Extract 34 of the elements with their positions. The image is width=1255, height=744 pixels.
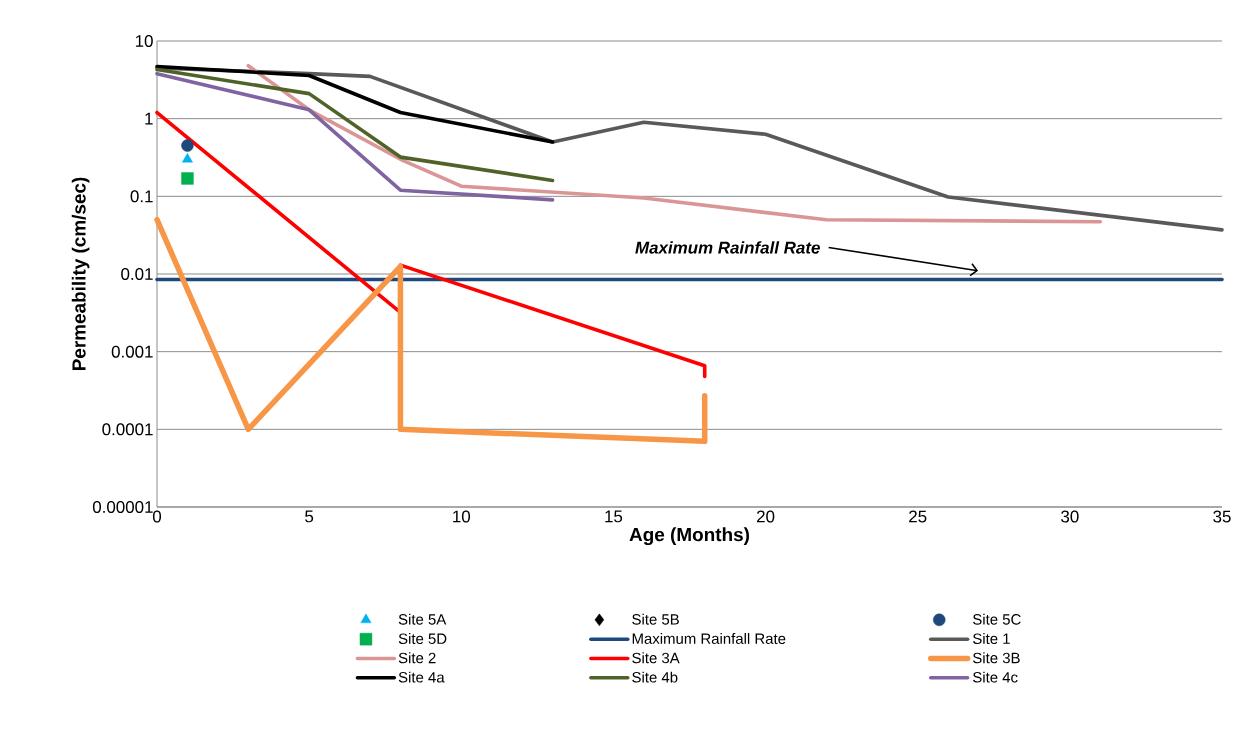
x-tick-label: 15	[605, 510, 623, 523]
y-tick-label: 0.001	[111, 345, 153, 358]
x-tick-label: 30	[1061, 510, 1079, 523]
x-tick-label: 5	[305, 510, 314, 523]
x-tick-label: 20	[757, 510, 775, 523]
legend-label: Site 5A	[398, 613, 447, 625]
legend-label: Site 3B	[973, 652, 1020, 664]
x-tick-label: 10	[453, 510, 471, 523]
legend-label: Site 5C	[973, 613, 1021, 625]
legend-label: Site 4b	[632, 671, 678, 683]
y-tick-label: 0.1	[130, 190, 153, 203]
legend-label: Site 3A	[632, 652, 680, 664]
line-series	[155, 67, 555, 183]
x-tick-label: 35	[1213, 510, 1231, 523]
legend-label: Site 5B	[632, 613, 679, 625]
x-tick-label: 0	[152, 510, 162, 523]
line-series	[246, 63, 1103, 224]
line-series	[155, 71, 555, 202]
legend-label: Site 1	[973, 633, 1010, 644]
y-tick-label: 0.01	[121, 268, 153, 280]
legend-label: Maximum Rainfall Rate	[632, 633, 786, 644]
y-axis-title: Permeability (cm/sec)	[71, 177, 90, 371]
y-tick-label: 1	[145, 112, 153, 125]
legend-label: Site 5D	[398, 633, 447, 644]
legend-label: Site 4c	[973, 671, 1018, 683]
x-tick-label: 25	[909, 510, 927, 523]
legend-label: Site 2	[398, 652, 436, 664]
annotation: Maximum Rainfall Rate	[635, 241, 820, 254]
line-series	[155, 64, 555, 144]
y-tick-label: 0.0001	[102, 423, 153, 436]
legend-label: Site 4a	[398, 671, 445, 683]
y-tick-label: 10	[135, 35, 153, 47]
x-axis-title: Age (Months)	[629, 527, 749, 546]
y-tick-label: 0.00001	[92, 501, 153, 514]
